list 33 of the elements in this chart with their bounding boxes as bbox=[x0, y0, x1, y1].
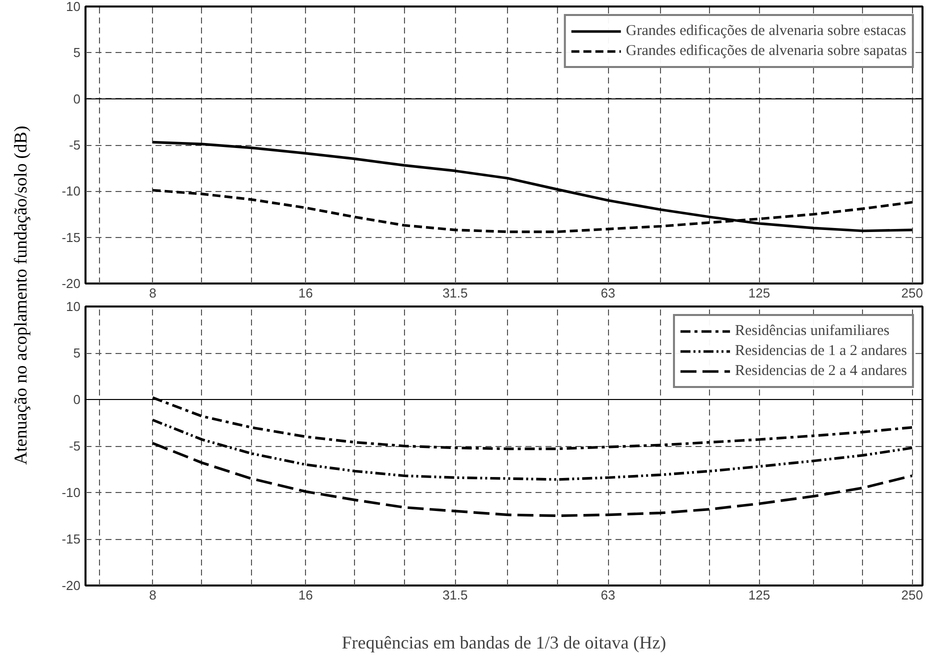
y-tick-label: -5 bbox=[68, 138, 81, 152]
x-tick-label: 8 bbox=[149, 588, 156, 602]
legend-label: Grandes edificações de alvenaria sobre estacas bbox=[626, 22, 906, 40]
y-tick-label: 0 bbox=[73, 91, 81, 106]
legend-label: Residencias de 1 a 2 andares bbox=[734, 342, 907, 360]
legend-label: Residências unifamiliares bbox=[734, 322, 890, 340]
legend-label: Grandes edificações de alvenaria sobre sapatas bbox=[626, 42, 907, 60]
y-tick-label: -20 bbox=[62, 578, 81, 593]
y-tick-label: -10 bbox=[62, 184, 81, 199]
x-axis-title: Frequências em bandas de 1/3 de oitava (Hz) bbox=[342, 632, 666, 652]
x-tick-label: 125 bbox=[748, 588, 770, 602]
y-axis-title: Atenuação no acoplamento fundação/solo (dB) bbox=[10, 126, 30, 465]
x-tick-label: 125 bbox=[748, 286, 770, 300]
y-tick-label: -15 bbox=[62, 532, 81, 546]
y-tick-label: 10 bbox=[66, 299, 81, 314]
x-tick-label: 250 bbox=[901, 588, 924, 602]
y-tick-label: -15 bbox=[62, 230, 81, 245]
x-tick-label: 31.5 bbox=[442, 588, 468, 602]
x-tick-label: 250 bbox=[901, 286, 924, 300]
legend-label: Residencias de 2 a 4 andares bbox=[734, 362, 907, 380]
x-tick-label: 31.5 bbox=[442, 286, 468, 300]
y-tick-label: -20 bbox=[62, 276, 81, 291]
x-tick-label: 63 bbox=[600, 588, 616, 602]
y-tick-label: 0 bbox=[73, 392, 81, 407]
y-tick-label: 10 bbox=[66, 0, 81, 14]
y-tick-label: 5 bbox=[73, 45, 81, 60]
y-tick-label: -10 bbox=[62, 485, 81, 500]
x-tick-label: 16 bbox=[298, 286, 313, 300]
x-tick-label: 63 bbox=[600, 286, 616, 300]
x-tick-label: 8 bbox=[149, 286, 156, 300]
y-tick-label: -5 bbox=[68, 438, 81, 454]
x-tick-label: 16 bbox=[298, 588, 313, 602]
y-tick-label: 5 bbox=[73, 346, 81, 360]
